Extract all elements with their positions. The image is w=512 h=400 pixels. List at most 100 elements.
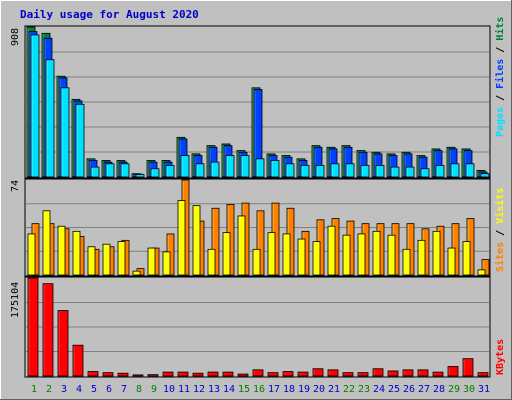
kbytes-bar	[357, 372, 369, 377]
kbytes-bar	[207, 371, 219, 377]
pages-bar	[120, 163, 130, 178]
visits-bar	[177, 200, 186, 276]
pages-bar	[330, 163, 340, 178]
visits-bar	[417, 239, 426, 276]
pages-bar	[60, 87, 70, 178]
pages-bar	[450, 163, 460, 178]
pages-bar	[90, 166, 100, 178]
visits-bar	[477, 269, 486, 276]
pages-bar	[300, 165, 310, 178]
legend-kbytes: KBytes	[495, 339, 506, 375]
kbytes-legend: KBytes	[495, 339, 506, 375]
visits-bar	[72, 230, 81, 276]
visits-bar	[342, 234, 351, 276]
x-tick-label: 7	[121, 384, 127, 395]
bars	[26, 26, 490, 377]
sites-bar	[211, 207, 220, 276]
kbytes-bar	[117, 372, 129, 377]
pages-bar	[195, 163, 205, 178]
x-tick-label: 25	[388, 384, 400, 395]
visits-bar	[27, 233, 36, 276]
pages-bar	[210, 161, 220, 178]
kbytes-bar	[327, 369, 339, 377]
x-tick-label: 9	[151, 384, 157, 395]
visits-bar	[147, 247, 156, 276]
x-tick-label: 2	[46, 384, 52, 395]
kbytes-bar	[402, 369, 414, 377]
x-tick-label: 24	[373, 384, 385, 395]
kbytes-bar	[282, 371, 294, 377]
visits-bar	[387, 234, 396, 276]
pages-bar	[435, 165, 445, 178]
hits-max-label: 908	[10, 28, 21, 46]
pages-bar	[150, 168, 160, 178]
x-tick-label: 12	[193, 384, 205, 395]
visits-bar	[132, 270, 141, 276]
x-tick-label: 26	[403, 384, 415, 395]
kbytes-bar	[57, 310, 69, 377]
x-tick-label: 27	[418, 384, 430, 395]
visits-bar	[327, 225, 336, 276]
kbytes-bar	[102, 372, 114, 377]
kbytes-bar	[372, 368, 384, 377]
visits-max-label: 74	[10, 180, 21, 192]
x-tick-label: 5	[91, 384, 97, 395]
kbytes-bar	[462, 358, 474, 377]
x-tick-label: 13	[208, 384, 220, 395]
visits-bar	[192, 205, 201, 276]
x-tick-label: 21	[328, 384, 340, 395]
pages-bar	[405, 166, 415, 178]
kbytes-bar	[222, 371, 234, 377]
x-tick-label: 29	[448, 384, 460, 395]
pages-bar	[375, 165, 385, 178]
visits-bar	[42, 210, 51, 276]
kbytes-bar	[387, 370, 399, 377]
x-tick-label: 18	[283, 384, 295, 395]
pages-bar	[315, 165, 325, 178]
pages-bar	[45, 59, 55, 178]
kbytes-bar	[297, 371, 309, 377]
kbytes-bar	[447, 366, 459, 377]
kbytes-bar	[27, 277, 39, 377]
kbytes-bar	[72, 344, 84, 377]
x-tick-label: 16	[253, 384, 265, 395]
visits-bar	[432, 230, 441, 276]
x-tick-label: 19	[298, 384, 310, 395]
visits-bar	[207, 248, 216, 276]
x-tick-label: 14	[223, 384, 235, 395]
visits-bar	[87, 246, 96, 276]
pages-bar	[165, 165, 175, 178]
visits-bar	[117, 241, 126, 276]
x-tick-label: 3	[61, 384, 67, 395]
pages-bar	[480, 173, 490, 178]
pages-bar	[345, 163, 355, 178]
x-tick-label: 28	[433, 384, 445, 395]
visits-bar	[162, 251, 171, 276]
pages-bar	[225, 155, 235, 178]
visits-bar	[57, 225, 66, 276]
legend-sites: Sites	[494, 242, 506, 272]
pages-bar	[420, 168, 430, 178]
legend-hits: Hits	[494, 17, 506, 41]
kbytes-bar	[87, 371, 99, 377]
pages-bar	[30, 34, 40, 178]
visits-bar	[237, 215, 246, 276]
sites-bar	[256, 210, 265, 276]
x-tick-label: 11	[178, 384, 190, 395]
x-tick-label: 20	[313, 384, 325, 395]
legend-sep-1: /	[495, 89, 506, 107]
legend-files: Files	[494, 59, 506, 89]
x-tick-label: 1	[31, 384, 37, 395]
visits-bar	[447, 247, 456, 276]
legend-sep-3: /	[495, 224, 506, 242]
visits-bar	[462, 241, 471, 276]
visits-bar	[357, 233, 366, 276]
kbytes-bar	[147, 374, 159, 377]
visits-bar	[102, 243, 111, 276]
x-axis-labels: 1 2 3 4 5 6 7 8 9 10 11 12 13 14 15 16 17 18 19 20 21 22 23 24 2…	[31, 384, 490, 395]
visits-bar	[267, 232, 276, 276]
kbytes-bar	[162, 371, 174, 377]
kbytes-bar	[267, 372, 279, 377]
visits-bar	[252, 248, 261, 276]
